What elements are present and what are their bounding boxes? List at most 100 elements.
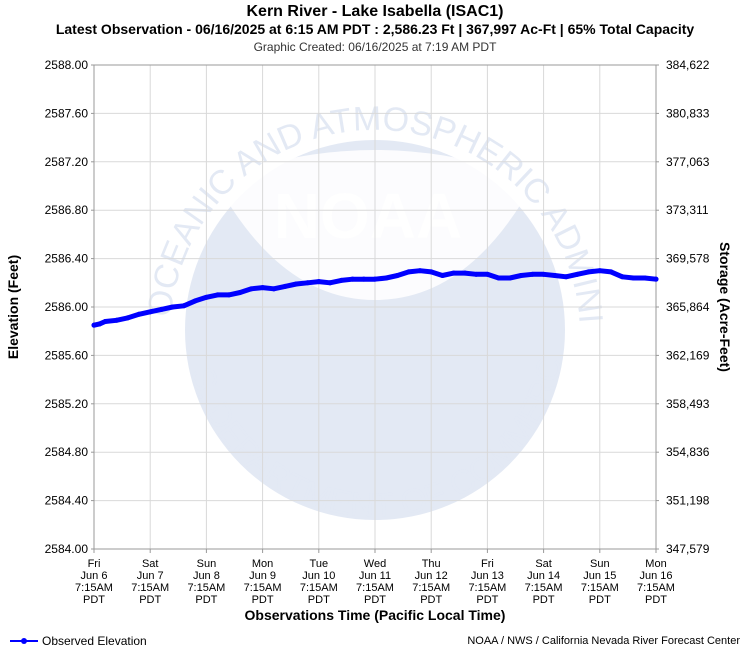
series-point — [574, 271, 580, 277]
noaa-logo-text: NOAA — [274, 180, 462, 252]
x-tick-label: Mon Jun 16 7:15AM PDT — [637, 558, 675, 606]
series-point — [192, 298, 198, 304]
y-axis-label: Elevation (Feet) — [5, 255, 21, 359]
legend-label: Observed Elevation — [42, 634, 147, 648]
series-point — [260, 285, 266, 291]
series-point — [619, 274, 625, 280]
series-point — [113, 317, 119, 323]
series-point — [417, 268, 423, 274]
series-point — [608, 269, 614, 275]
series-point — [496, 275, 502, 281]
series-point — [350, 276, 356, 282]
series-point — [327, 280, 333, 286]
series-point — [170, 304, 176, 310]
y-tick-label: 2586.80 — [45, 203, 89, 217]
series-point — [372, 276, 378, 282]
chart-title: Kern River - Lake Isabella (ISAC1) — [246, 3, 504, 20]
y-tick-label: 2587.60 — [45, 106, 89, 120]
y2-tick-label: 351,198 — [666, 494, 710, 508]
x-tick-label: Sun Jun 8 7:15AM PDT — [187, 558, 225, 606]
series-point — [552, 273, 558, 279]
series-point — [597, 268, 603, 274]
y-tick-label: 2584.40 — [45, 494, 89, 508]
y2-tick-label: 347,579 — [666, 542, 710, 556]
y2-tick-label: 362,169 — [666, 348, 710, 362]
series-point — [97, 321, 103, 327]
series-point — [439, 273, 445, 279]
footer-credit: NOAA / NWS / California Nevada River For… — [467, 635, 740, 647]
series-point — [293, 281, 299, 287]
y2-tick-label: 384,622 — [666, 58, 710, 72]
y2-tick-label: 369,578 — [666, 252, 710, 266]
noaa-watermark: NOAA NATIONAL OCEANIC AND ATMOSPHERIC AD… — [0, 0, 610, 525]
x-tick-label: Sat Jun 7 7:15AM PDT — [131, 558, 169, 606]
series-point — [338, 277, 344, 283]
series-point — [237, 289, 243, 295]
x-tick-label: Mon Jun 9 7:15AM PDT — [244, 558, 282, 606]
series-point — [91, 322, 97, 328]
series-point — [473, 271, 479, 277]
series-point — [586, 269, 592, 275]
series-point — [406, 269, 412, 275]
y2-tick-label: 377,063 — [666, 155, 710, 169]
series-point — [215, 292, 221, 298]
series-point — [541, 271, 547, 277]
x-tick-label: Sat Jun 14 7:15AM PDT — [525, 558, 563, 606]
series-point — [563, 274, 569, 280]
series-point — [248, 286, 254, 292]
y-axis-left: 2588.00 2587.60 2587.20 2586.80 2586.40 2586.… — [45, 58, 94, 556]
series-point — [305, 280, 311, 286]
x-axis-label: Observations Time (Pacific Local Time) — [245, 607, 506, 623]
series-point — [181, 303, 187, 309]
x-tick-label: Fri Jun 13 7:15AM PDT — [468, 558, 506, 606]
series-point — [428, 269, 434, 275]
series-point — [484, 271, 490, 277]
series-point — [631, 275, 637, 281]
x-axis: Fri Jun 6 7:15AM PDT Sat Jun 7 7:15AM PDT Sun Jun… — [75, 549, 675, 606]
y-tick-label: 2586.40 — [45, 252, 89, 266]
series-point — [271, 286, 277, 292]
y2-tick-label: 380,833 — [666, 106, 710, 120]
series-point — [451, 270, 457, 276]
y2-tick-label: 365,864 — [666, 300, 710, 314]
series-point — [462, 270, 468, 276]
x-tick-label: Sun Jun 15 7:15AM PDT — [581, 558, 619, 606]
series-point — [125, 315, 131, 321]
y2-tick-label: 358,493 — [666, 397, 710, 411]
series-point — [282, 283, 288, 289]
y2-axis-label: Storage (Acre-Feet) — [717, 242, 733, 372]
y-tick-label: 2585.20 — [45, 397, 89, 411]
graphic-created: Graphic Created: 06/16/2025 at 7:19 AM P… — [253, 40, 497, 54]
legend-swatch-icon — [10, 636, 38, 646]
series-point — [394, 273, 400, 279]
y-tick-label: 2584.00 — [45, 542, 89, 556]
y-tick-label: 2586.00 — [45, 300, 89, 314]
series-point — [316, 279, 322, 285]
series-point — [136, 311, 142, 317]
series-observed-elevation — [91, 268, 659, 328]
series-point — [102, 319, 108, 325]
y2-tick-label: 354,836 — [666, 445, 710, 459]
series-point — [653, 276, 659, 282]
series-point — [361, 276, 367, 282]
series-point — [529, 271, 535, 277]
series-point — [147, 309, 153, 315]
x-tick-label: Wed Jun 11 7:15AM PDT — [356, 558, 394, 606]
series-point — [383, 275, 389, 281]
x-tick-label: Thu Jun 12 7:15AM PDT — [412, 558, 450, 606]
chart-subtitle: Latest Observation - 06/16/2025 at 6:15 … — [55, 21, 695, 37]
series-point — [158, 306, 164, 312]
y2-tick-label: 373,311 — [666, 203, 709, 217]
x-tick-label: Tue Jun 10 7:15AM PDT — [300, 558, 338, 606]
y-tick-label: 2585.60 — [45, 348, 89, 362]
series-line — [91, 268, 659, 328]
series-point — [518, 273, 524, 279]
x-tick-label: Fri Jun 6 7:15AM PDT — [75, 558, 113, 606]
y-tick-label: 2587.20 — [45, 155, 89, 169]
chart-legend: Observed Elevation — [10, 634, 147, 648]
y-tick-label: 2588.00 — [45, 58, 89, 72]
series-point — [507, 275, 513, 281]
y-axis-right: 384,622 380,833 377,063 373,311 369,578 365,8… — [656, 58, 710, 556]
series-point — [226, 292, 232, 298]
